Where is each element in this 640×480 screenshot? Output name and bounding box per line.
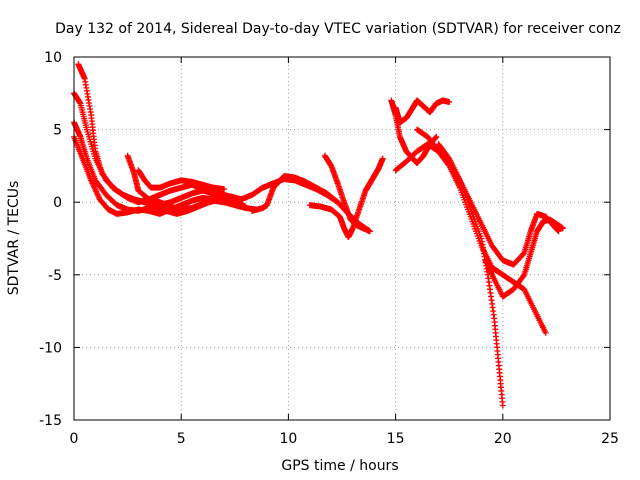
x-tick-label: 25 <box>601 431 619 447</box>
x-tick-label: 15 <box>387 431 405 447</box>
y-tick-label: -15 <box>39 413 62 429</box>
data-point-markers <box>482 216 566 300</box>
data-point-markers <box>392 97 453 126</box>
series-track-7 <box>248 173 341 214</box>
y-axis-label: SDTVAR / TECUs <box>6 181 22 296</box>
data-point-markers <box>306 155 386 241</box>
x-tick-label: 10 <box>279 431 297 447</box>
series-track-5 <box>124 152 238 213</box>
data-point-markers <box>321 152 373 235</box>
data-series <box>71 61 566 409</box>
series-track-15 <box>482 216 566 300</box>
series-track-11 <box>392 97 453 126</box>
x-tick-label: 5 <box>177 431 186 447</box>
data-point-markers <box>248 173 341 214</box>
x-tick-label: 20 <box>494 431 512 447</box>
y-tick-label: 10 <box>44 50 62 66</box>
x-axis-label: GPS time / hours <box>281 458 398 474</box>
data-point-markers <box>124 152 238 213</box>
y-tick-label: -5 <box>48 268 62 284</box>
series-track-9 <box>321 152 373 235</box>
series-track-8 <box>306 155 386 241</box>
series-track-6 <box>135 167 228 193</box>
data-point-markers <box>135 167 228 193</box>
plot-frame <box>73 56 611 421</box>
y-tick-label: 0 <box>53 195 62 211</box>
x-tick-label: 0 <box>70 431 79 447</box>
chart-title: Day 132 of 2014, Sidereal Day-to-day VTE… <box>55 21 621 37</box>
y-tick-label: -10 <box>39 340 62 356</box>
y-tick-label: 5 <box>53 123 62 139</box>
